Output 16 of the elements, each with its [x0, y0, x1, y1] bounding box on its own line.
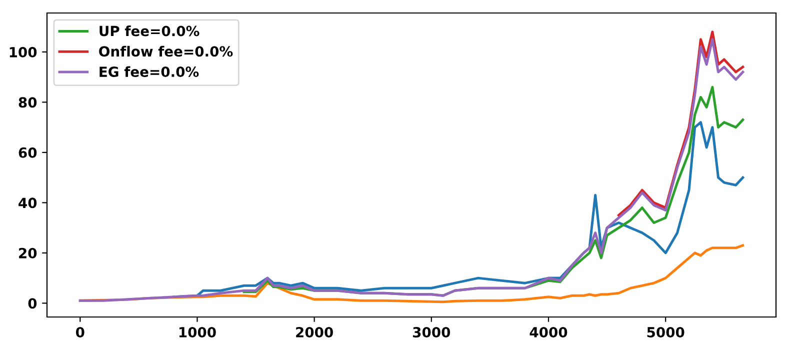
y-tick-label: 60	[18, 147, 37, 158]
y-tick-label: 80	[18, 97, 37, 108]
legend-label: EG fee=0.0%	[100, 66, 199, 78]
x-tick-label: 5000	[647, 326, 684, 338]
y-tick-label: 20	[19, 248, 37, 258]
y-tick-label: 100	[10, 46, 37, 58]
x-tick-label: 0	[76, 326, 84, 338]
y-tick-label: 0	[28, 298, 37, 309]
x-tick-label: 2000	[296, 326, 333, 338]
x-tick-label: 1000	[179, 326, 216, 338]
legend-label: UP fee=0.0%	[100, 26, 200, 36]
legend-label: Onflow fee=0.0%	[99, 46, 233, 57]
x-tick-label: 3000	[413, 326, 450, 338]
line-series	[78, 38, 744, 302]
y-tick-label: 40	[18, 198, 37, 208]
x-tick-label: 4000	[530, 326, 568, 338]
